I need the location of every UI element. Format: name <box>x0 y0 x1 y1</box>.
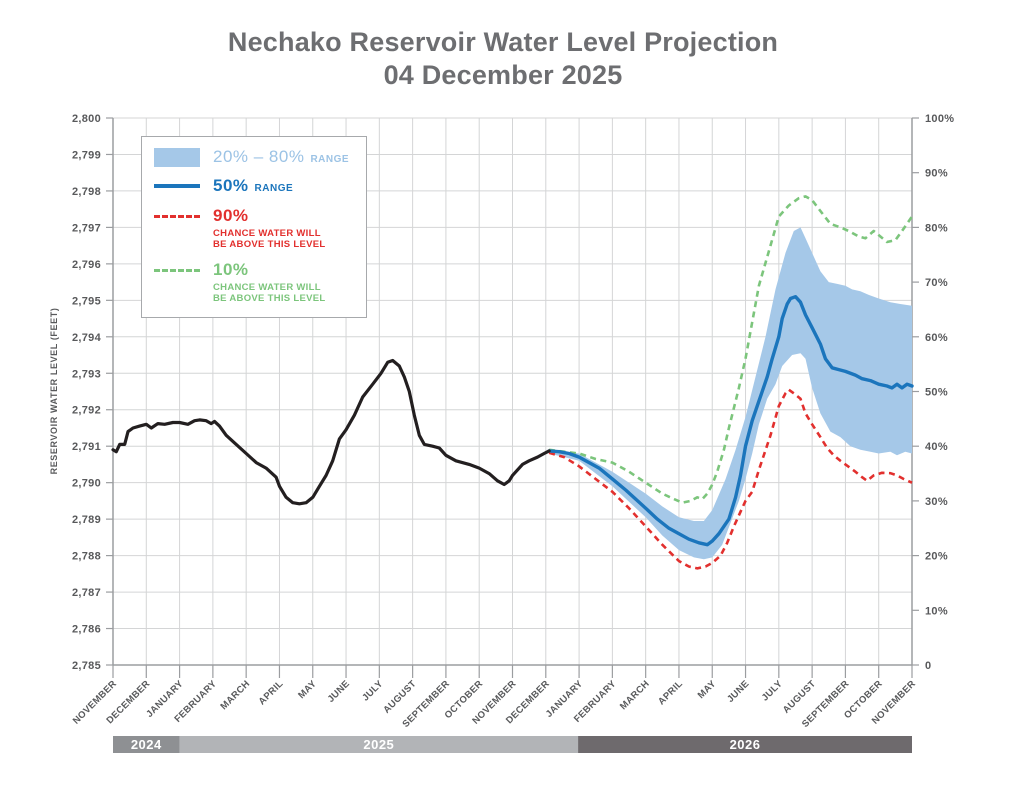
left-axis-tick-label: 2,789 <box>72 514 101 526</box>
left-axis-tick-label: 2,798 <box>72 186 101 198</box>
right-axis-tick-label: 40% <box>925 441 948 453</box>
chart-title-line1: Nechako Reservoir Water Level Projection <box>227 27 779 57</box>
month-tick-label: MARCH <box>218 678 252 712</box>
chart-title: Nechako Reservoir Water Level Projection… <box>0 26 1006 92</box>
month-tick-label: JUNE <box>725 678 752 705</box>
y-axis-label: RESERVOIR WATER LEVEL (FEET) <box>49 308 59 475</box>
legend-p90-desc1: CHANCE WATER WILL <box>213 228 321 239</box>
legend-band-label: 20% – 80% <box>213 147 305 166</box>
p90-line <box>548 388 913 570</box>
left-axis-tick-label: 2,794 <box>72 332 102 344</box>
year-band <box>578 736 912 753</box>
legend-p90-label: 90% <box>213 206 249 225</box>
month-tick-label: MAY <box>696 678 719 701</box>
left-axis-tick-label: 2,787 <box>72 587 101 599</box>
year-band-label: 2025 <box>363 737 394 752</box>
right-axis-tick-label: 0 <box>925 660 931 672</box>
right-axis-tick-label: 80% <box>925 222 948 234</box>
left-axis-tick-label: 2,795 <box>72 295 101 307</box>
left-axis-tick-label: 2,800 <box>72 113 101 125</box>
month-tick-label: JULY <box>360 678 385 703</box>
month-tick-label: APRIL <box>656 678 685 707</box>
year-band-label: 2026 <box>730 737 761 752</box>
left-axis-tick-label: 2,788 <box>72 551 101 563</box>
left-axis-tick-label: 2,792 <box>72 405 101 417</box>
legend-item-p90: 90% CHANCE WATER WILL BE ABOVE THIS LEVE… <box>154 206 354 251</box>
month-tick-label: MAY <box>296 678 319 701</box>
right-axis-tick-label: 60% <box>925 332 948 344</box>
legend-p90-desc2: BE ABOVE THIS LEVEL <box>213 239 326 251</box>
p90-dash-icon <box>154 215 200 218</box>
left-axis-tick-label: 2,799 <box>72 149 101 161</box>
left-axis-tick-label: 2,797 <box>72 222 101 234</box>
legend-item-median: 50% RANGE <box>154 176 354 196</box>
year-band <box>179 736 579 753</box>
left-axis-tick-label: 2,796 <box>72 259 101 271</box>
p10-dash-icon <box>154 268 200 272</box>
month-tick-label: JULY <box>760 678 785 703</box>
left-axis-tick-label: 2,785 <box>72 660 101 672</box>
range-band-20-80 <box>549 227 912 560</box>
median-line <box>547 295 914 547</box>
right-axis-tick-label: 70% <box>925 277 948 289</box>
year-band-label: 2024 <box>131 737 162 752</box>
chart-title-line2: 04 December 2025 <box>383 60 623 90</box>
legend-item-p10: 10% CHANCE WATER WILL BE ABOVE THIS LEVE… <box>154 260 354 305</box>
right-axis-tick-label: 20% <box>925 551 948 563</box>
month-tick-label: APRIL <box>257 678 286 707</box>
right-axis-tick-label: 30% <box>925 496 948 508</box>
right-axis-tick-label: 100% <box>925 113 954 125</box>
legend-p10-label: 10% <box>213 259 249 279</box>
historical-line <box>111 358 551 506</box>
left-axis-tick-label: 2,786 <box>72 624 101 636</box>
chart-legend: 20% – 80% RANGE 50% RANGE 90% CHANCE WATER… <box>141 136 367 318</box>
legend-median-sub: RANGE <box>254 183 294 194</box>
median-line-icon <box>154 183 200 189</box>
legend-item-band: 20% – 80% RANGE <box>154 147 354 167</box>
month-tick-label: MARCH <box>618 678 652 712</box>
right-axis-tick-label: 10% <box>925 605 948 617</box>
year-band <box>113 736 180 753</box>
right-axis-tick-label: 90% <box>925 168 948 180</box>
band-swatch-icon <box>154 147 200 167</box>
p10-line <box>548 195 914 504</box>
legend-p10-desc1: CHANCE WATER WILL <box>213 281 321 293</box>
left-axis-tick-label: 2,793 <box>72 368 101 380</box>
right-axis-tick-label: 50% <box>925 387 948 399</box>
legend-p10-desc2: BE ABOVE THIS LEVEL <box>213 293 326 305</box>
legend-median-label: 50% <box>213 176 249 195</box>
legend-band-sub: RANGE <box>310 154 350 165</box>
left-axis-tick-label: 2,791 <box>72 441 101 453</box>
month-tick-label: JUNE <box>326 678 353 705</box>
left-axis-tick-label: 2,790 <box>72 478 101 490</box>
